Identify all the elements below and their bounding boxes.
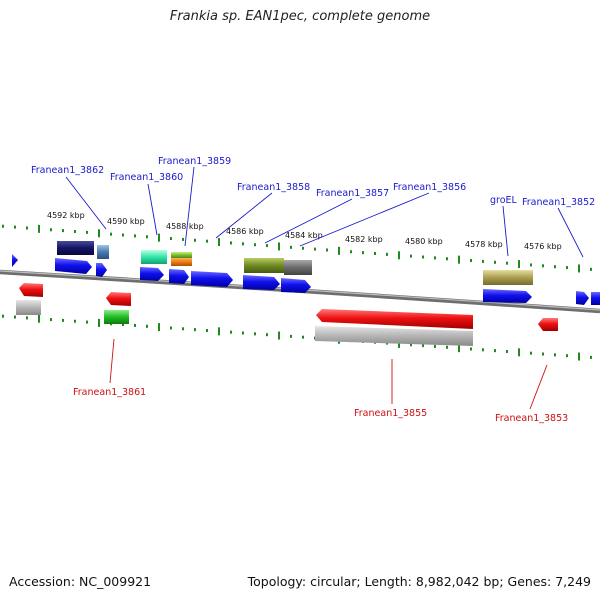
gene-label[interactable]: Franean1_3852: [522, 197, 595, 208]
outer-tick-track: [2, 224, 592, 273]
gene-label[interactable]: Franean1_3853: [495, 413, 568, 424]
leader-line: [502, 205, 509, 257]
feature-khaki[interactable]: [483, 270, 533, 285]
tick-label: 4578 kbp: [465, 240, 503, 249]
gene-label[interactable]: Franean1_3855: [354, 408, 427, 419]
feature-dark-gray[interactable]: [284, 260, 312, 275]
gene-label[interactable]: Franean1_3861: [73, 387, 146, 398]
reverse-gene-labels: Franean1_3861 Franean1_3855 Franean1_385…: [73, 387, 568, 424]
reverse-cds-arrow[interactable]: [538, 318, 558, 331]
forward-cds-arrow[interactable]: [576, 291, 589, 305]
gene-label[interactable]: Franean1_3862: [31, 165, 104, 176]
forward-cds-arrow[interactable]: [169, 269, 189, 284]
leader-line: [65, 176, 107, 230]
inner-feature-row: [16, 300, 473, 346]
leader-line: [529, 364, 548, 410]
leader-lines: [65, 166, 584, 410]
gene-label[interactable]: Franean1_3857: [316, 188, 389, 199]
map-title: Frankia sp. EAN1pec, complete genome: [169, 9, 431, 24]
reverse-cds-arrow[interactable]: [106, 292, 131, 306]
forward-gene-labels: Franean1_3862 Franean1_3860 Franean1_385…: [31, 156, 595, 208]
tick-label: 4590 kbp: [107, 217, 145, 226]
gene-label[interactable]: Franean1_3856: [393, 182, 466, 193]
leader-line: [184, 166, 195, 247]
tick-label: 4582 kbp: [345, 235, 383, 244]
leader-line: [215, 192, 273, 239]
feature-gray[interactable]: [16, 300, 41, 315]
feature-gray-long[interactable]: [315, 326, 473, 346]
forward-cds-arrow[interactable]: [483, 289, 532, 303]
tick-labels: 4592 kbp 4590 kbp 4588 kbp 4586 kbp 4584…: [47, 211, 562, 251]
forward-cds-arrow[interactable]: [591, 292, 600, 305]
gene-label[interactable]: Franean1_3859: [158, 156, 231, 167]
feature-green[interactable]: [104, 310, 129, 324]
gene-label[interactable]: Franean1_3860: [110, 172, 183, 183]
reverse-cds-row: [19, 283, 558, 331]
leader-line: [299, 192, 430, 247]
leader-line: [109, 338, 115, 384]
forward-cds-arrow[interactable]: [281, 278, 311, 293]
feature-olive[interactable]: [244, 258, 284, 273]
tick-label: 4576 kbp: [524, 242, 562, 251]
leader-line: [557, 207, 584, 258]
leader-line: [147, 183, 158, 236]
forward-cds-arrow[interactable]: [96, 263, 107, 277]
tick-label: 4584 kbp: [285, 231, 323, 240]
tick-label: 4586 kbp: [226, 227, 264, 236]
feature-lime[interactable]: [171, 252, 192, 258]
inner-tick-track: [2, 314, 592, 361]
reverse-cds-arrow[interactable]: [316, 309, 473, 329]
forward-cds-arrow[interactable]: [55, 258, 92, 274]
leader-line: [264, 198, 353, 244]
forward-cds-arrow[interactable]: [140, 267, 164, 281]
accession-text: Accession: NC_009921: [9, 574, 152, 589]
feature-orange[interactable]: [171, 258, 192, 266]
tick-label: 4580 kbp: [405, 237, 443, 246]
gene-label[interactable]: groEL: [490, 195, 518, 206]
forward-cds-arrow[interactable]: [191, 271, 233, 287]
feature-aqua[interactable]: [141, 250, 167, 264]
forward-cds-arrow[interactable]: [243, 275, 280, 290]
tick-label: 4588 kbp: [166, 222, 204, 231]
feature-navy[interactable]: [57, 241, 94, 255]
feature-steel[interactable]: [97, 245, 109, 259]
genome-stats-text: Topology: circular; Length: 8,982,042 bp…: [247, 574, 591, 589]
outer-feature-row: [57, 241, 533, 285]
reverse-cds-arrow[interactable]: [19, 283, 43, 297]
forward-cds-arrow[interactable]: [12, 254, 18, 267]
forward-cds-row: [12, 254, 600, 305]
gene-label[interactable]: Franean1_3858: [237, 182, 310, 193]
tick-label: 4592 kbp: [47, 211, 85, 220]
